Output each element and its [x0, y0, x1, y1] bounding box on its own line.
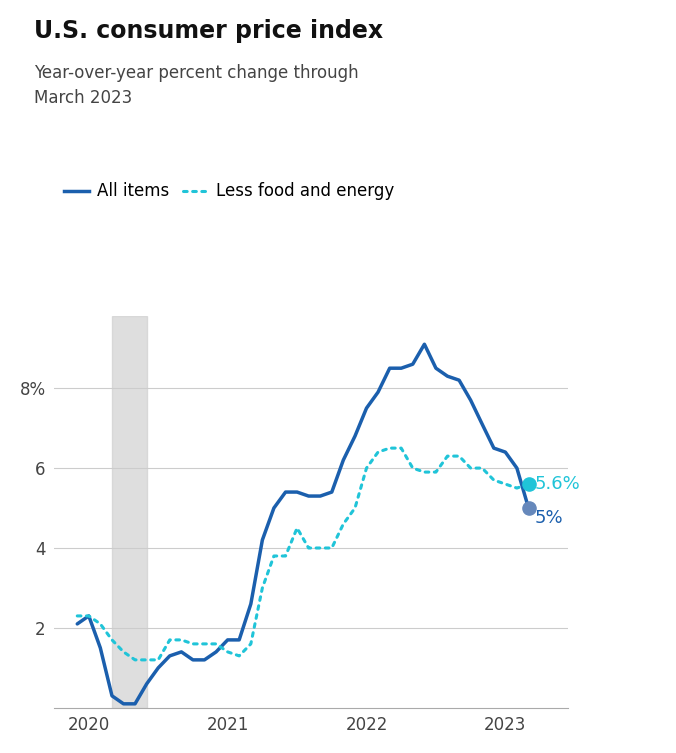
Text: Year-over-year percent change through
March 2023: Year-over-year percent change through Ma… — [34, 64, 358, 107]
Point — [523, 478, 534, 490]
Legend: All items, Less food and energy: All items, Less food and energy — [57, 175, 401, 207]
Text: 5%: 5% — [534, 509, 562, 527]
Point — [523, 502, 534, 514]
Text: 5.6%: 5.6% — [534, 475, 580, 493]
Text: U.S. consumer price index: U.S. consumer price index — [34, 19, 383, 43]
Bar — [112, 316, 147, 708]
